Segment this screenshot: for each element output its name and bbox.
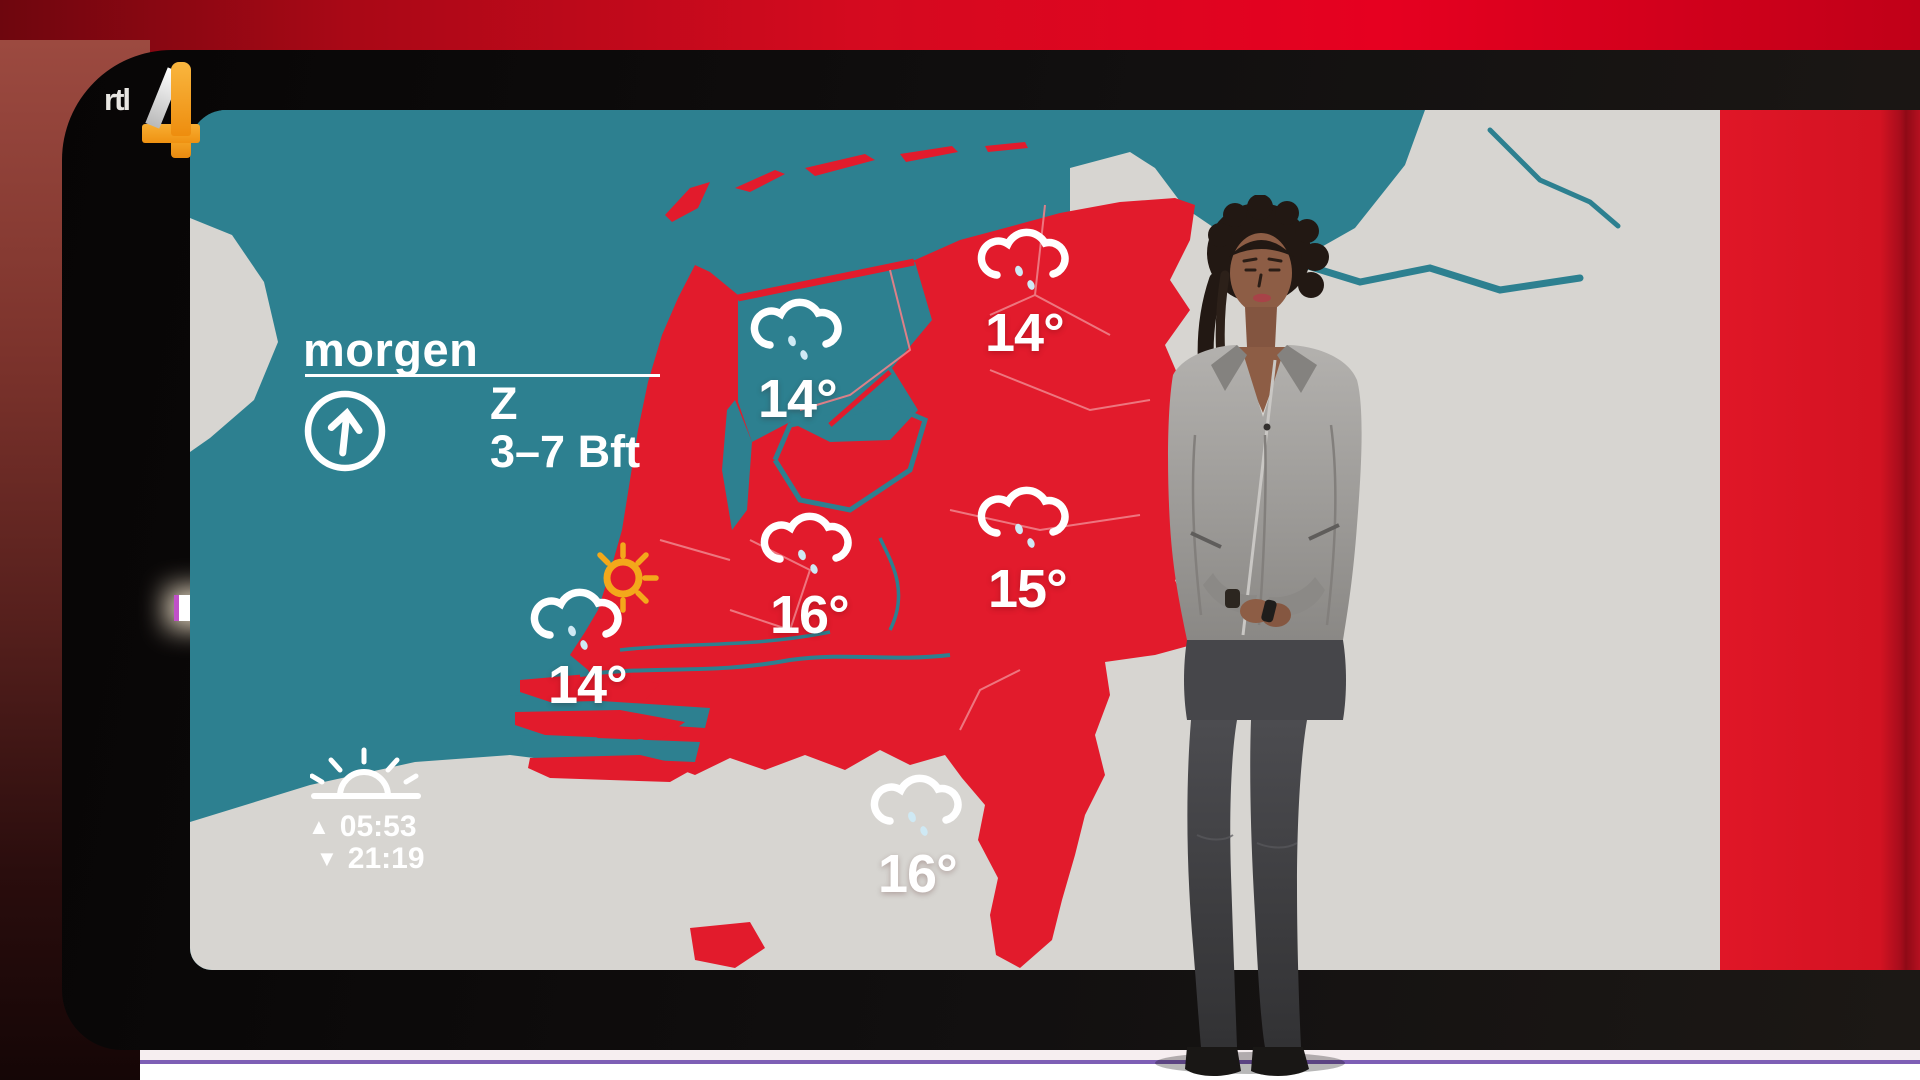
temperature-label: 15°: [988, 559, 1068, 619]
temperature-label: 14°: [985, 303, 1065, 363]
rain-cloud-icon: [746, 284, 846, 360]
weather-screen: morgen Z 3–7 Bft ▲ 05:53: [190, 110, 1920, 970]
wind-direction-icon: [304, 390, 386, 472]
rain-cloud-icon: [756, 498, 856, 574]
sunset-row: ▼ 21:19: [308, 842, 425, 876]
presenter: [1155, 195, 1362, 1077]
wind-direction-label: Z: [490, 378, 518, 429]
sunrise-row: ▲ 05:53: [308, 810, 417, 844]
forecast-heading: morgen: [303, 323, 479, 376]
logo-text: rtl: [104, 82, 131, 117]
channel-logo: rtl: [104, 58, 214, 158]
sunrise-marker-icon: ▲: [308, 814, 330, 839]
temperature-label: 16°: [770, 585, 850, 645]
temperature-label: 14°: [548, 655, 628, 715]
temperature-label: 16°: [878, 844, 958, 904]
rain-cloud-icon: [973, 214, 1073, 290]
sunset-time: 21:19: [347, 842, 425, 875]
sunset-marker-icon: ▼: [316, 846, 338, 871]
studio-red-band: [0, 0, 1920, 54]
wind-force-label: 3–7 Bft: [490, 426, 641, 477]
sunrise-time: 05:53: [339, 810, 417, 843]
studio-floor: [140, 1044, 1920, 1080]
netherlands-weather-map: [190, 110, 1920, 970]
heading-underline: [305, 374, 660, 377]
cloud-sun-icon: [526, 542, 659, 650]
temperature-label: 14°: [758, 369, 838, 429]
logo-digit-4: [171, 62, 191, 136]
rain-cloud-icon: [973, 472, 1073, 548]
rain-cloud-icon: [866, 760, 966, 836]
sunrise-sunset-icon: [310, 747, 421, 799]
logo-digit-4: [171, 143, 191, 158]
